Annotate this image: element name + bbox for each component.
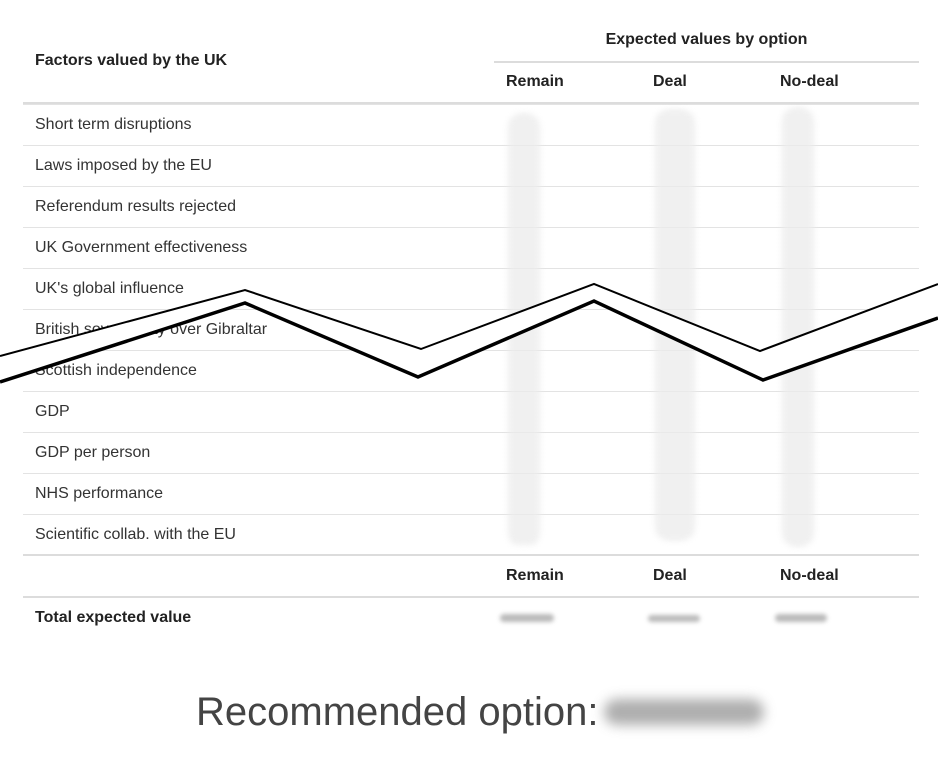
body-divider <box>23 554 919 556</box>
table-row: Short term disruptions <box>23 104 919 145</box>
zigzag-line-upper <box>0 282 938 357</box>
factor-label: Referendum results rejected <box>35 198 236 215</box>
table-row: GDP per person <box>23 432 919 473</box>
no-deal-total-obscured <box>775 614 827 622</box>
table-row: Laws imposed by the EU <box>23 145 919 186</box>
factor-label: GDP per person <box>35 444 151 461</box>
table-row: Referendum results rejected <box>23 186 919 227</box>
recommended-option-label: Recommended option: <box>196 690 599 734</box>
factor-label: Scottish independence <box>35 362 197 379</box>
no-deal-values-obscured <box>782 108 814 546</box>
table-row: NHS performance <box>23 473 919 514</box>
header-divider <box>23 102 919 104</box>
factor-label: UK's global influence <box>35 280 184 297</box>
footer-header-deal: Deal <box>653 567 687 584</box>
footer-divider <box>23 596 919 598</box>
zigzag-mask <box>0 284 938 382</box>
recommended-option-obscured <box>604 699 764 725</box>
factor-label: NHS performance <box>35 485 164 502</box>
column-header-no-deal: No-deal <box>780 73 839 90</box>
table-row: Scientific collab. with the EU <box>23 514 919 555</box>
table-row: GDP <box>23 391 919 432</box>
factor-label: UK Government effectiveness <box>35 239 248 256</box>
expected-values-header: Expected values by option <box>494 31 919 63</box>
zigzag-line-lower <box>0 299 938 384</box>
remain-total-obscured <box>500 614 554 622</box>
factor-label: GDP <box>35 403 70 420</box>
footer-header-remain: Remain <box>506 567 564 584</box>
footer-header-no-deal: No-deal <box>780 567 839 584</box>
factor-label: Laws imposed by the EU <box>35 157 212 174</box>
deal-total-obscured <box>648 615 700 622</box>
table-row: UK Government effectiveness <box>23 227 919 268</box>
total-expected-value-label: Total expected value <box>35 609 192 626</box>
factors-header: Factors valued by the UK <box>35 52 228 69</box>
column-header-remain: Remain <box>506 73 564 90</box>
factor-label: Short term disruptions <box>35 116 192 133</box>
column-header-deal: Deal <box>653 73 687 90</box>
table-row: UK's global influence <box>23 268 919 309</box>
factor-label: Scientific collab. with the EU <box>35 526 236 543</box>
